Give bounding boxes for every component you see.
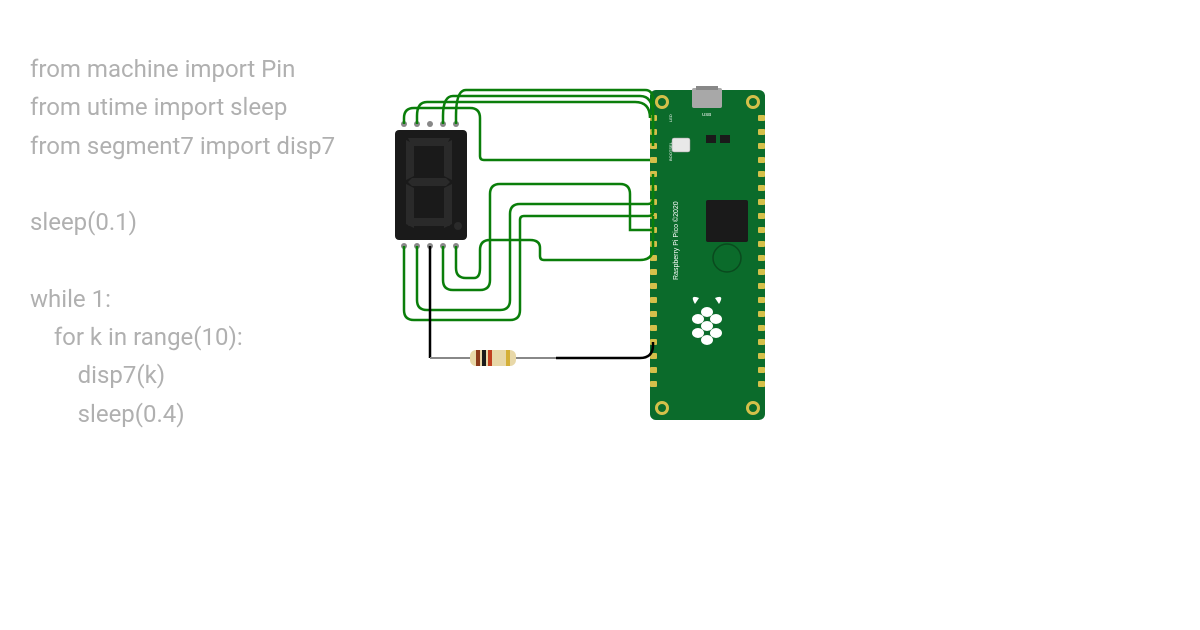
code-blank-1 [30, 165, 335, 203]
code-line-5: while 1: [30, 280, 335, 318]
code-line-1: from machine import Pin [30, 50, 335, 88]
code-line-8: sleep(0.4) [30, 395, 335, 433]
code-block: from machine import Pin from utime impor… [30, 50, 335, 433]
code-line-6: for k in range(10): [30, 318, 335, 356]
code-line-7: disp7(k) [30, 356, 335, 394]
seven-segment-display [395, 121, 467, 249]
svg-text:BOOTSEL: BOOTSEL [668, 141, 673, 161]
code-blank-2 [30, 242, 335, 280]
svg-text:USB: USB [702, 112, 711, 117]
code-line-2: from utime import sleep [30, 88, 335, 126]
circuit-diagram: Raspberry Pi Pico ©2020 BOOTSEL LED USB [330, 80, 900, 480]
resistor [430, 246, 653, 366]
svg-text:Raspberry Pi Pico ©2020: Raspberry Pi Pico ©2020 [672, 201, 680, 280]
svg-text:LED: LED [668, 114, 673, 122]
code-line-4: sleep(0.1) [30, 203, 335, 241]
code-line-3: from segment7 import disp7 [30, 127, 335, 165]
pico-board: Raspberry Pi Pico ©2020 BOOTSEL LED USB [650, 86, 765, 420]
